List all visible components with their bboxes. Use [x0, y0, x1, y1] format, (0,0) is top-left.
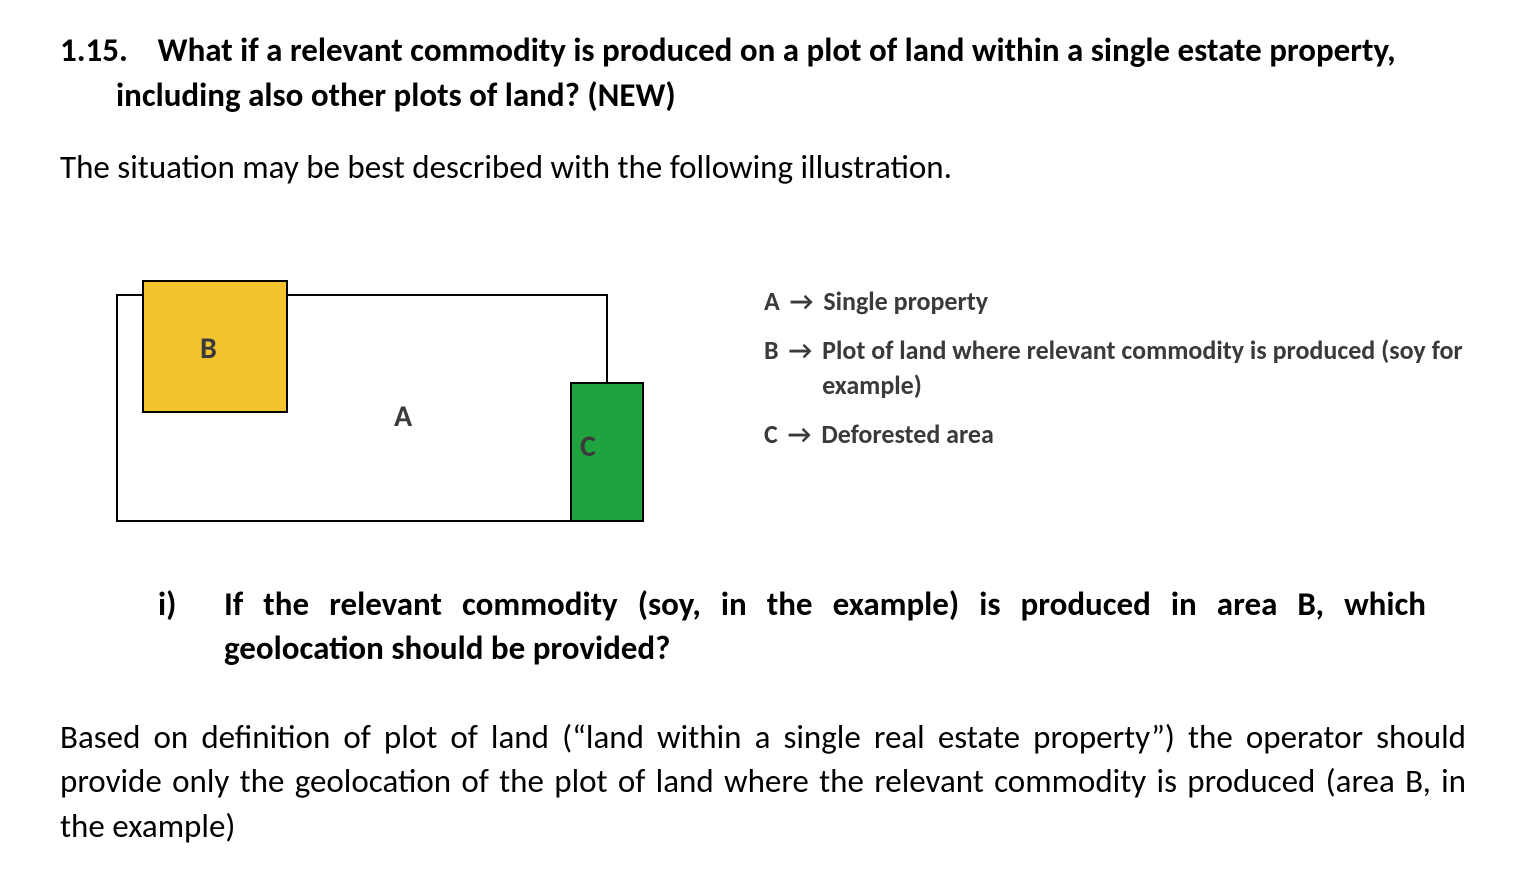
- plot-diagram: A B C: [116, 280, 644, 522]
- label-a: A: [394, 398, 412, 435]
- list-body: If the relevant commodity (soy, in the e…: [224, 582, 1426, 671]
- arrow-icon: →: [788, 417, 812, 452]
- legend-item-a: A → Single property: [764, 284, 1466, 319]
- arrow-icon: →: [789, 333, 813, 368]
- legend-key: A: [764, 284, 780, 319]
- diagram-legend: A → Single property B → Plot of land whe…: [764, 280, 1466, 466]
- heading-title-line1: What if a relevant commodity is produced…: [158, 30, 1262, 70]
- intro-text: The situation may be best described with…: [60, 145, 1466, 190]
- heading-number: 1.15.: [60, 30, 128, 70]
- legend-text: Plot of land where relevant commodity is…: [822, 333, 1466, 403]
- legend-key: B: [764, 333, 779, 368]
- legend-text: Deforested area: [821, 417, 1466, 452]
- figure-row: A B C A → Single property B → Plot of la…: [60, 280, 1466, 522]
- document-page: 1.15. What if a relevant commodity is pr…: [0, 0, 1526, 888]
- label-b: B: [200, 330, 217, 367]
- section-heading: 1.15. What if a relevant commodity is pr…: [60, 28, 1466, 117]
- legend-key: C: [764, 417, 778, 452]
- sub-question: i) If the relevant commodity (soy, in th…: [60, 582, 1466, 671]
- legend-item-c: C → Deforested area: [764, 417, 1466, 452]
- answer-paragraph: Based on definition of plot of land (“la…: [60, 715, 1466, 849]
- label-c: C: [580, 428, 596, 465]
- legend-text: Single property: [823, 284, 1466, 319]
- arrow-icon: →: [790, 284, 814, 319]
- list-marker: i): [158, 582, 186, 627]
- legend-item-b: B → Plot of land where relevant commodit…: [764, 333, 1466, 403]
